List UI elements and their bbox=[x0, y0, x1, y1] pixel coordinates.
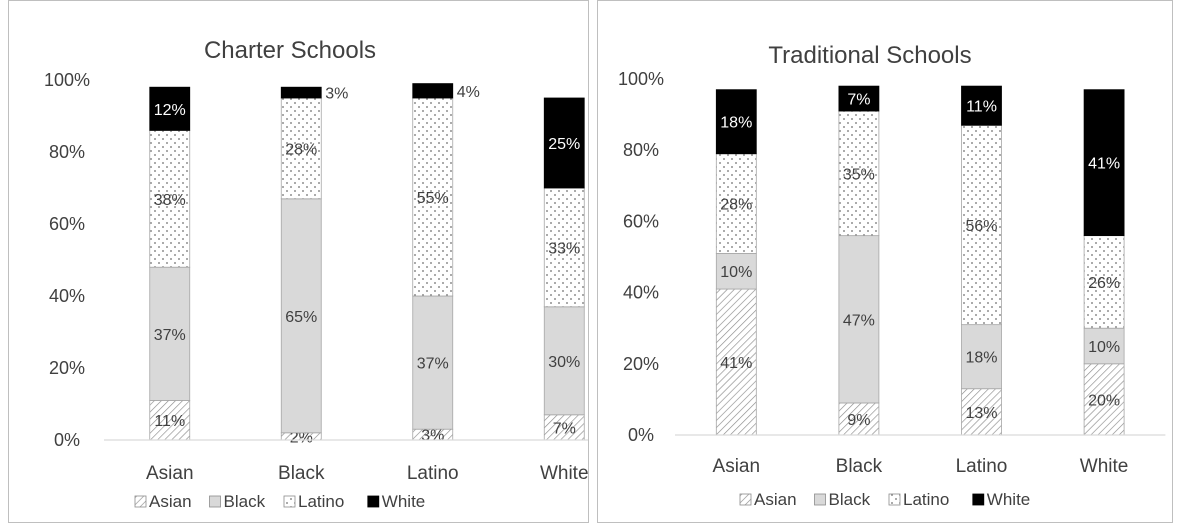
legend-swatch-asian bbox=[739, 493, 752, 506]
data-label: 37% bbox=[417, 356, 449, 373]
data-label: 30% bbox=[548, 354, 580, 371]
x-category-label: Asian bbox=[146, 463, 194, 484]
legend-label-asian: Asian bbox=[754, 490, 797, 509]
data-label: 7% bbox=[847, 92, 870, 109]
bar-segment-black bbox=[715, 253, 757, 290]
data-label: 65% bbox=[285, 309, 317, 326]
bar-segment-white bbox=[961, 85, 1002, 126]
x-category-label: Latino bbox=[956, 456, 1008, 477]
data-label: 38% bbox=[154, 192, 186, 209]
data-label: 41% bbox=[720, 355, 752, 372]
legend-swatch-white bbox=[367, 495, 380, 508]
chart-title: Charter Schools bbox=[204, 37, 376, 64]
data-label: 9% bbox=[847, 412, 870, 429]
data-label: 3% bbox=[421, 428, 444, 445]
legend-swatch-latino bbox=[283, 495, 296, 508]
legend-swatch-white bbox=[972, 493, 985, 506]
y-tick-label: 0% bbox=[628, 425, 654, 445]
y-tick-label: 20% bbox=[623, 354, 659, 374]
bar-segment-latino bbox=[715, 153, 757, 254]
x-category-label: Black bbox=[836, 456, 883, 477]
bar-segment-black bbox=[961, 324, 1002, 390]
data-label: 12% bbox=[154, 102, 186, 119]
bar-segment-white bbox=[838, 85, 880, 112]
traditional-schools-chart: Traditional Schools 0% 20% 40% 60% 80% 100% 41%… bbox=[618, 42, 1166, 509]
legend-label-asian: Asian bbox=[149, 492, 192, 511]
data-label: 3% bbox=[325, 86, 348, 103]
bar-segment-black bbox=[149, 266, 191, 401]
data-label: 35% bbox=[843, 166, 875, 183]
legend-label-black: Black bbox=[829, 490, 871, 509]
data-label: 11% bbox=[154, 413, 185, 430]
bar-segment-asian bbox=[149, 399, 191, 441]
bar-segment-asian bbox=[715, 288, 757, 436]
data-label: 56% bbox=[965, 218, 997, 235]
legend-swatch-asian bbox=[134, 495, 147, 508]
legend-label-white: White bbox=[987, 490, 1030, 509]
bar-segment-asian bbox=[1083, 363, 1125, 436]
y-tick-label: 40% bbox=[49, 286, 85, 306]
legend-label-black: Black bbox=[224, 492, 266, 511]
data-label: 37% bbox=[154, 327, 186, 344]
bar-segment-black bbox=[543, 306, 585, 416]
legend-label-latino: Latino bbox=[903, 490, 949, 509]
bar-segment-white bbox=[1083, 89, 1125, 237]
bar-segment-black bbox=[412, 295, 454, 430]
data-label: 28% bbox=[285, 141, 317, 158]
x-category-label: Latino bbox=[407, 463, 459, 484]
x-category-label: Black bbox=[278, 463, 325, 484]
data-label: 2% bbox=[290, 429, 313, 446]
legend-label-white: White bbox=[382, 492, 425, 511]
data-label: 55% bbox=[417, 190, 449, 207]
y-tick-label: 100% bbox=[44, 70, 90, 90]
bar-segment-white bbox=[412, 83, 454, 99]
bar-segment-white bbox=[543, 97, 585, 189]
data-label: 10% bbox=[1088, 339, 1120, 356]
traditional-schools-chart-panel: Traditional Schools 0% 20% 40% 60% 80% 100% 41%… bbox=[597, 0, 1173, 523]
charter-schools-chart: Charter Schools 0% 20% 40% 60% 80% 100% 11% 37% 3… bbox=[44, 37, 588, 511]
legend-label-latino: Latino bbox=[298, 492, 344, 511]
data-label: 18% bbox=[965, 350, 997, 367]
y-tick-label: 100% bbox=[618, 69, 664, 89]
charter-schools-chart-panel: Charter Schools 0% 20% 40% 60% 80% 100% 11% 37% 3… bbox=[8, 0, 589, 523]
data-label: 10% bbox=[720, 264, 752, 281]
chart-title: Traditional Schools bbox=[768, 42, 971, 69]
y-tick-label: 40% bbox=[623, 283, 659, 303]
legend-swatch-latino bbox=[888, 493, 901, 506]
data-label: 28% bbox=[720, 197, 752, 214]
data-label: 11% bbox=[966, 99, 997, 116]
data-label: 33% bbox=[548, 240, 580, 257]
data-label: 25% bbox=[548, 136, 580, 153]
bar-segment-white bbox=[280, 86, 322, 99]
y-tick-label: 80% bbox=[49, 142, 85, 162]
bar-segment-latino bbox=[838, 110, 880, 237]
bar-segment-white bbox=[715, 89, 757, 155]
data-label: 7% bbox=[553, 420, 576, 437]
y-tick-label: 20% bbox=[49, 358, 85, 378]
y-tick-label: 0% bbox=[54, 430, 80, 450]
legend-swatch-black bbox=[814, 493, 826, 506]
data-label: 20% bbox=[1088, 392, 1120, 409]
bar-segment-black bbox=[1083, 327, 1125, 365]
legend-swatch-black bbox=[209, 495, 221, 508]
bar-segment-latino bbox=[412, 97, 454, 297]
x-category-label: White bbox=[1080, 456, 1129, 477]
data-label: 13% bbox=[965, 405, 997, 422]
data-label: 47% bbox=[843, 312, 875, 329]
y-tick-label: 60% bbox=[49, 214, 85, 234]
data-label: 26% bbox=[1088, 275, 1120, 292]
x-category-label: White bbox=[540, 463, 588, 484]
bar-segment-latino bbox=[961, 124, 1002, 326]
data-label: 18% bbox=[720, 115, 752, 132]
bar-segment-asian bbox=[543, 414, 585, 441]
x-category-label: Asian bbox=[713, 456, 761, 477]
bar-segment-white bbox=[149, 86, 191, 131]
bar-segment-asian bbox=[961, 388, 1002, 436]
data-label: 41% bbox=[1088, 156, 1120, 173]
bar-segment-latino bbox=[543, 187, 585, 308]
y-tick-label: 60% bbox=[623, 211, 659, 231]
y-tick-label: 80% bbox=[623, 140, 659, 160]
data-label: 4% bbox=[457, 84, 480, 101]
